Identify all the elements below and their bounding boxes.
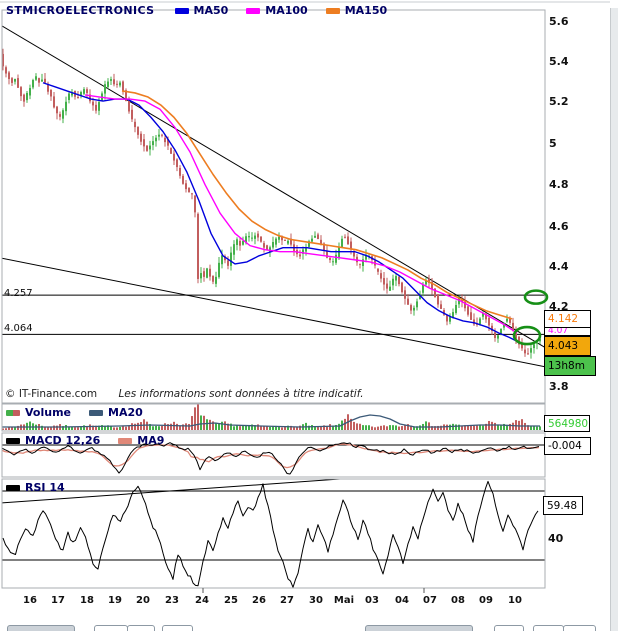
volume-value-tag: 564980	[544, 415, 590, 432]
date-label-09: 09	[479, 595, 493, 606]
rsi-legend: RSI 14	[6, 481, 79, 494]
date-label-17: 17	[51, 595, 65, 606]
date-label-26: 26	[252, 595, 266, 606]
disclaimer-text: Les informations sont données à titre in…	[118, 388, 364, 400]
toolbar-button-2[interactable]	[127, 625, 155, 631]
toolbar-button-3[interactable]	[162, 625, 193, 631]
price-tick-label: 4.2	[549, 300, 569, 313]
legend-item-volma20: MA20	[89, 406, 143, 419]
ma50-swatch-icon	[174, 7, 189, 14]
last-price-tag: 4.043	[544, 336, 591, 356]
price-tick-label: 3.8	[549, 380, 569, 393]
price-tick-label: 4.6	[549, 220, 569, 233]
volume-legend: Volume MA20	[6, 406, 157, 419]
ma150-value-tag: 4.142	[544, 310, 591, 328]
ma150-swatch-icon	[325, 7, 340, 14]
volume-swatch-icon	[6, 409, 20, 416]
date-label-03: 03	[365, 595, 379, 606]
legend-item-rsi: RSI 14	[6, 481, 65, 494]
price-tick-label: 5.6	[549, 15, 569, 28]
toolbar-button-5[interactable]	[533, 625, 564, 631]
date-label-23: 23	[165, 595, 179, 606]
date-label-25: 25	[224, 595, 238, 606]
date-label-18: 18	[80, 595, 94, 606]
date-label-08: 08	[451, 595, 465, 606]
date-label-16: 16	[23, 595, 37, 606]
legend-item-ma50: MA50	[174, 4, 228, 17]
macd-legend: MACD 12,26 MA9	[6, 434, 178, 447]
date-label-04: 04	[395, 595, 409, 606]
macd-value-tag: -0.004	[544, 437, 591, 455]
ma9-swatch-icon	[118, 437, 133, 444]
price-tick-label: 4.8	[549, 178, 569, 191]
rsi-axis-label-40: 40	[548, 532, 564, 545]
ma100-value-tag: 4.07	[544, 327, 591, 336]
date-label-10: 10	[508, 595, 522, 606]
ma100-swatch-icon	[246, 7, 261, 14]
level-label-4064: 4.064	[4, 323, 33, 334]
date-label-Mai: Mai	[333, 595, 355, 606]
footer-note: © IT-Finance.com Les informations sont d…	[5, 388, 364, 400]
date-label-24: 24	[195, 595, 209, 606]
rsi-swatch-icon	[6, 484, 20, 491]
legend-item-macd: MACD 12,26	[6, 434, 100, 447]
toolbar-select-period[interactable]	[7, 625, 75, 631]
legend-item-ma150: MA150	[325, 4, 387, 17]
copyright-text: © IT-Finance.com	[5, 388, 98, 400]
session-time-tag: 13h8m	[544, 356, 596, 376]
date-label-30: 30	[309, 595, 323, 606]
header-legend: STMICROELECTRONICS MA50 MA100 MA150	[6, 4, 401, 17]
price-tick-label: 4.4	[549, 260, 569, 273]
price-tick-label: 5.4	[549, 55, 569, 68]
price-tick-label: 5.2	[549, 95, 569, 108]
toolbar-button-1[interactable]	[94, 625, 128, 631]
level-label-4257: 4.257	[4, 288, 33, 299]
price-tick-label: 5	[549, 137, 557, 150]
page-scrollbar[interactable]	[610, 8, 618, 631]
rsi-value-tag: 59.48	[543, 496, 583, 515]
instrument-title: STMICROELECTRONICS	[6, 4, 155, 17]
date-label-20: 20	[136, 595, 150, 606]
date-label-19: 19	[108, 595, 122, 606]
toolbar-select-style[interactable]	[365, 625, 473, 631]
macd-swatch-icon	[6, 437, 20, 444]
ma20-swatch-icon	[89, 409, 103, 416]
legend-item-ma100: MA100	[246, 4, 308, 17]
toolbar-button-4[interactable]	[494, 625, 524, 631]
toolbar-button-6[interactable]	[563, 625, 596, 631]
legend-item-ma9: MA9	[118, 434, 164, 447]
legend-item-volume: Volume	[6, 406, 71, 419]
date-label-27: 27	[280, 595, 294, 606]
date-label-07: 07	[423, 595, 437, 606]
